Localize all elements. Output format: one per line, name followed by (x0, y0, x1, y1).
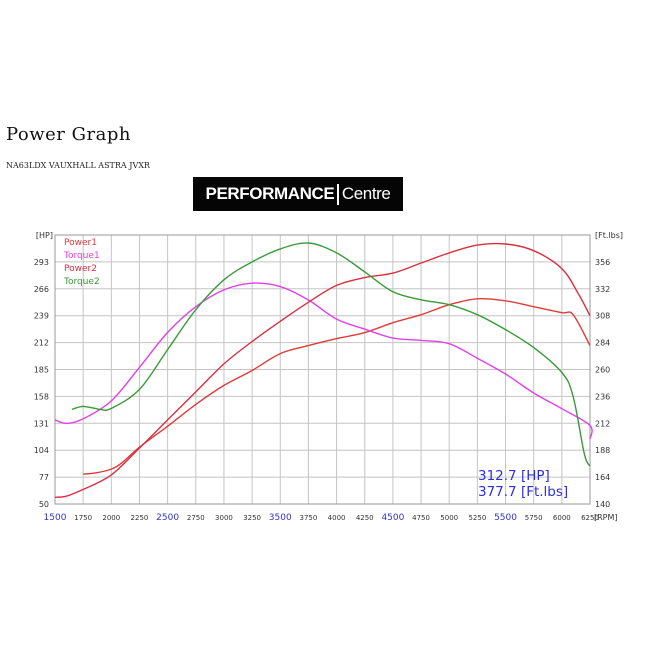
legend-entry-power2: Power2 (64, 264, 97, 274)
x-tick-label: 2000 (102, 514, 120, 522)
y-left-tick-label: 77 (39, 473, 49, 482)
y-right-tick-label: 164 (595, 473, 610, 482)
y-right-tick-label: 308 (595, 312, 610, 321)
x-tick-label: 3250 (243, 514, 261, 522)
x-tick-label: 5250 (468, 514, 486, 522)
y-left-unit: [HP] (36, 231, 53, 240)
x-axis-unit: [RPM] (594, 513, 618, 522)
logo-text-centre: Centre (341, 184, 391, 203)
x-tick-label: 6250 (581, 514, 599, 522)
series-line-power1 (83, 297, 591, 475)
y-right-tick-label: 236 (595, 392, 610, 401)
x-tick-label: 6000 (553, 514, 571, 522)
x-tick-label: 3000 (215, 514, 233, 522)
x-tick-label: 4250 (356, 514, 374, 522)
y-right-tick-label: 140 (595, 500, 610, 509)
x-tick-label: 1750 (74, 514, 92, 522)
y-left-tick-label: 185 (34, 366, 49, 375)
x-tick-label: 3750 (300, 514, 318, 522)
y-right-tick-label: 284 (595, 339, 610, 348)
x-tick-label: 2250 (131, 514, 149, 522)
legend-entry-torque2: Torque2 (63, 277, 100, 287)
y-left-tick-label: 131 (34, 419, 49, 428)
readout-power: 312.7 [HP] (478, 468, 550, 484)
x-tick-label: 2750 (187, 514, 205, 522)
y-right-tick-label: 260 (595, 366, 610, 375)
y-left-tick-label: 104 (34, 446, 49, 455)
legend-entry-power1: Power1 (64, 238, 97, 248)
x-tick-label: 2500 (156, 513, 179, 523)
legend-entry-torque1: Torque1 (63, 251, 100, 261)
readout-torque: 377.7 [Ft.lbs] (478, 484, 568, 500)
page-title: Power Graph (6, 124, 131, 145)
y-left-tick-label: 293 (34, 258, 49, 267)
x-tick-label: 4500 (381, 513, 404, 523)
logo-separator (337, 183, 339, 205)
performance-centre-logo: PERFORMANCE Centre (193, 177, 403, 211)
y-right-tick-label: 212 (595, 419, 610, 428)
x-tick-label: 1500 (44, 513, 67, 523)
y-left-tick-label: 239 (34, 312, 49, 321)
y-right-tick-label: 332 (595, 285, 610, 294)
y-right-unit: [Ft.lbs] (595, 231, 623, 240)
y-left-tick-label: 266 (34, 285, 49, 294)
x-tick-label: 5500 (494, 513, 517, 523)
y-left-tick-label: 50 (39, 500, 49, 509)
series-line-torque1 (54, 282, 593, 440)
y-right-tick-label: 188 (595, 446, 610, 455)
y-left-tick-label: 158 (34, 392, 49, 401)
series-line-power2 (54, 242, 591, 498)
vehicle-subtitle: NA63LDX VAUXHALL ASTRA JVXR (6, 161, 150, 170)
x-tick-label: 3500 (269, 513, 292, 523)
x-tick-label: 4000 (328, 514, 346, 522)
series-line-torque2 (71, 242, 591, 467)
plot-frame (54, 234, 591, 505)
x-tick-label: 4750 (412, 514, 430, 522)
y-right-tick-label: 356 (595, 258, 610, 267)
x-tick-label: 5000 (440, 514, 458, 522)
x-tick-label: 5750 (525, 514, 543, 522)
y-left-tick-label: 212 (34, 339, 49, 348)
logo-text-performance: PERFORMANCE (205, 184, 335, 203)
